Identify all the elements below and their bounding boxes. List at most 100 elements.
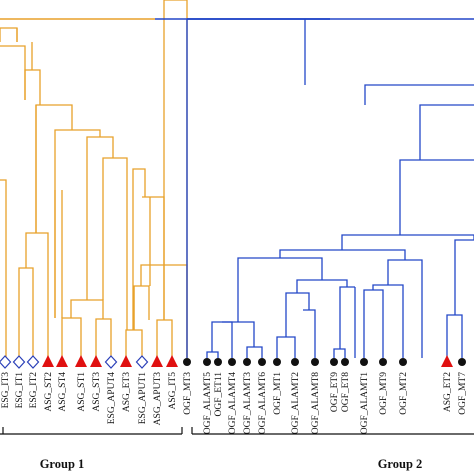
branch-link [142, 196, 165, 320]
branch-link [222, 321, 255, 347]
leaf-label: ASG_ET2 [443, 372, 453, 412]
branch-link [25, 232, 49, 358]
circle-marker [379, 358, 387, 366]
group1-branches [0, 0, 188, 358]
branch-link [125, 329, 143, 358]
circle-marker [341, 358, 349, 366]
branch-link [372, 284, 404, 358]
leaf-markers [0, 355, 466, 369]
triangle-marker [166, 355, 178, 367]
leaf-label: OGF_MT1 [273, 372, 283, 415]
branch-link [419, 104, 474, 160]
branch-link [446, 314, 463, 358]
group-2-label: Group 2 [378, 457, 423, 471]
triangle-marker [75, 355, 87, 367]
leaf-label: ASG_ST3 [92, 372, 102, 412]
group-1-label: Group 1 [40, 457, 85, 471]
branch-link [70, 299, 104, 319]
diamond-marker [135, 355, 149, 369]
leaf-label: ASG_ST2 [44, 372, 54, 412]
circle-marker [214, 358, 222, 366]
leaf-label: OGF_MT7 [458, 372, 468, 415]
branch-link [206, 351, 219, 358]
branch-link [303, 309, 316, 358]
leaf-label: OGF_MT2 [399, 372, 409, 415]
branch-link [364, 84, 474, 105]
leaf-label: OGF_ALAMT4 [228, 372, 238, 435]
leaf-label: OGF_ALAMT1 [360, 372, 370, 435]
branch-link [339, 286, 355, 349]
branch-link [454, 239, 474, 315]
circle-marker [243, 358, 251, 366]
circle-marker [360, 358, 368, 366]
leaf-label: ESG_APUT4 [107, 372, 117, 425]
leaf-label: OGF_MT9 [379, 372, 389, 415]
branch-link [387, 259, 423, 358]
leaf-label: OGF_ALAMT6 [258, 372, 268, 435]
branch-link [61, 317, 82, 358]
leaf-label: ASG_ST1 [77, 372, 87, 412]
leaf-label: ASG_ET3 [122, 372, 132, 412]
leaf-label: OGF_ALAMT5 [203, 372, 213, 435]
leaf-label: OGF_ALAMT2 [291, 372, 301, 435]
circle-marker [458, 358, 466, 366]
branch-link [95, 318, 112, 358]
circle-marker [203, 358, 211, 366]
branch-link [246, 346, 263, 358]
branch-link [333, 348, 346, 358]
leaf-label: ASG_APUT3 [153, 372, 163, 426]
branch-link [285, 292, 310, 337]
branch-link [86, 136, 114, 300]
circle-marker [228, 358, 236, 366]
branch-link [132, 168, 146, 330]
triangle-marker [120, 355, 132, 367]
branch-link [24, 69, 41, 105]
leaf-label: OGF_ET9 [330, 372, 340, 412]
triangle-marker [56, 355, 68, 367]
branch-link [0, 45, 26, 100]
diamond-marker [12, 355, 26, 369]
leaf-labels: ESG_IT3 ESG_IT1 ESG_IT2 ASG_ST2 ASG_ST4 ASG_S… [1, 372, 468, 435]
circle-marker [330, 358, 338, 366]
leaf-label: ESG_APUT1 [138, 372, 148, 425]
leaf-label: OGF_ET11 [214, 372, 224, 417]
branch-link [341, 234, 474, 250]
circle-marker [258, 358, 266, 366]
branch-link [0, 27, 18, 42]
branch-link [399, 159, 474, 235]
group2-branches [155, 18, 474, 358]
leaf-label: ASG_ST4 [58, 372, 68, 412]
diamond-marker [0, 355, 12, 369]
branch-link [163, 0, 188, 358]
triangle-marker [42, 355, 54, 367]
circle-marker [291, 358, 299, 366]
triangle-marker [90, 355, 102, 367]
leaf-label: OGF_ALAMT3 [243, 372, 253, 435]
circle-marker [399, 358, 407, 366]
branch-link [18, 267, 34, 358]
branch-link [363, 289, 384, 358]
group-brackets [0, 427, 474, 435]
branch-link [276, 336, 296, 358]
branch-link [237, 257, 323, 322]
circle-marker [183, 358, 191, 366]
leaf-label: ESG_IT3 [1, 372, 11, 409]
leaf-label: OGF_ET8 [341, 372, 351, 412]
leaf-label: ASG_IT5 [168, 372, 178, 410]
leaf-label: OGF_MT3 [183, 372, 193, 415]
branch-link [102, 157, 128, 300]
leaf-label: ESG_IT1 [15, 372, 25, 409]
branch-link [35, 104, 73, 233]
leaf-label: ESG_IT2 [29, 372, 39, 409]
leaf-label: OGF_ALAMT8 [311, 372, 321, 435]
triangle-marker [151, 355, 163, 367]
branch-link [0, 179, 7, 358]
branch-link [133, 285, 150, 330]
circle-marker [273, 358, 281, 366]
diamond-marker [104, 355, 118, 369]
circle-marker [311, 358, 319, 366]
triangle-marker [441, 355, 453, 367]
diamond-marker [26, 355, 40, 369]
branch-link [156, 319, 173, 358]
